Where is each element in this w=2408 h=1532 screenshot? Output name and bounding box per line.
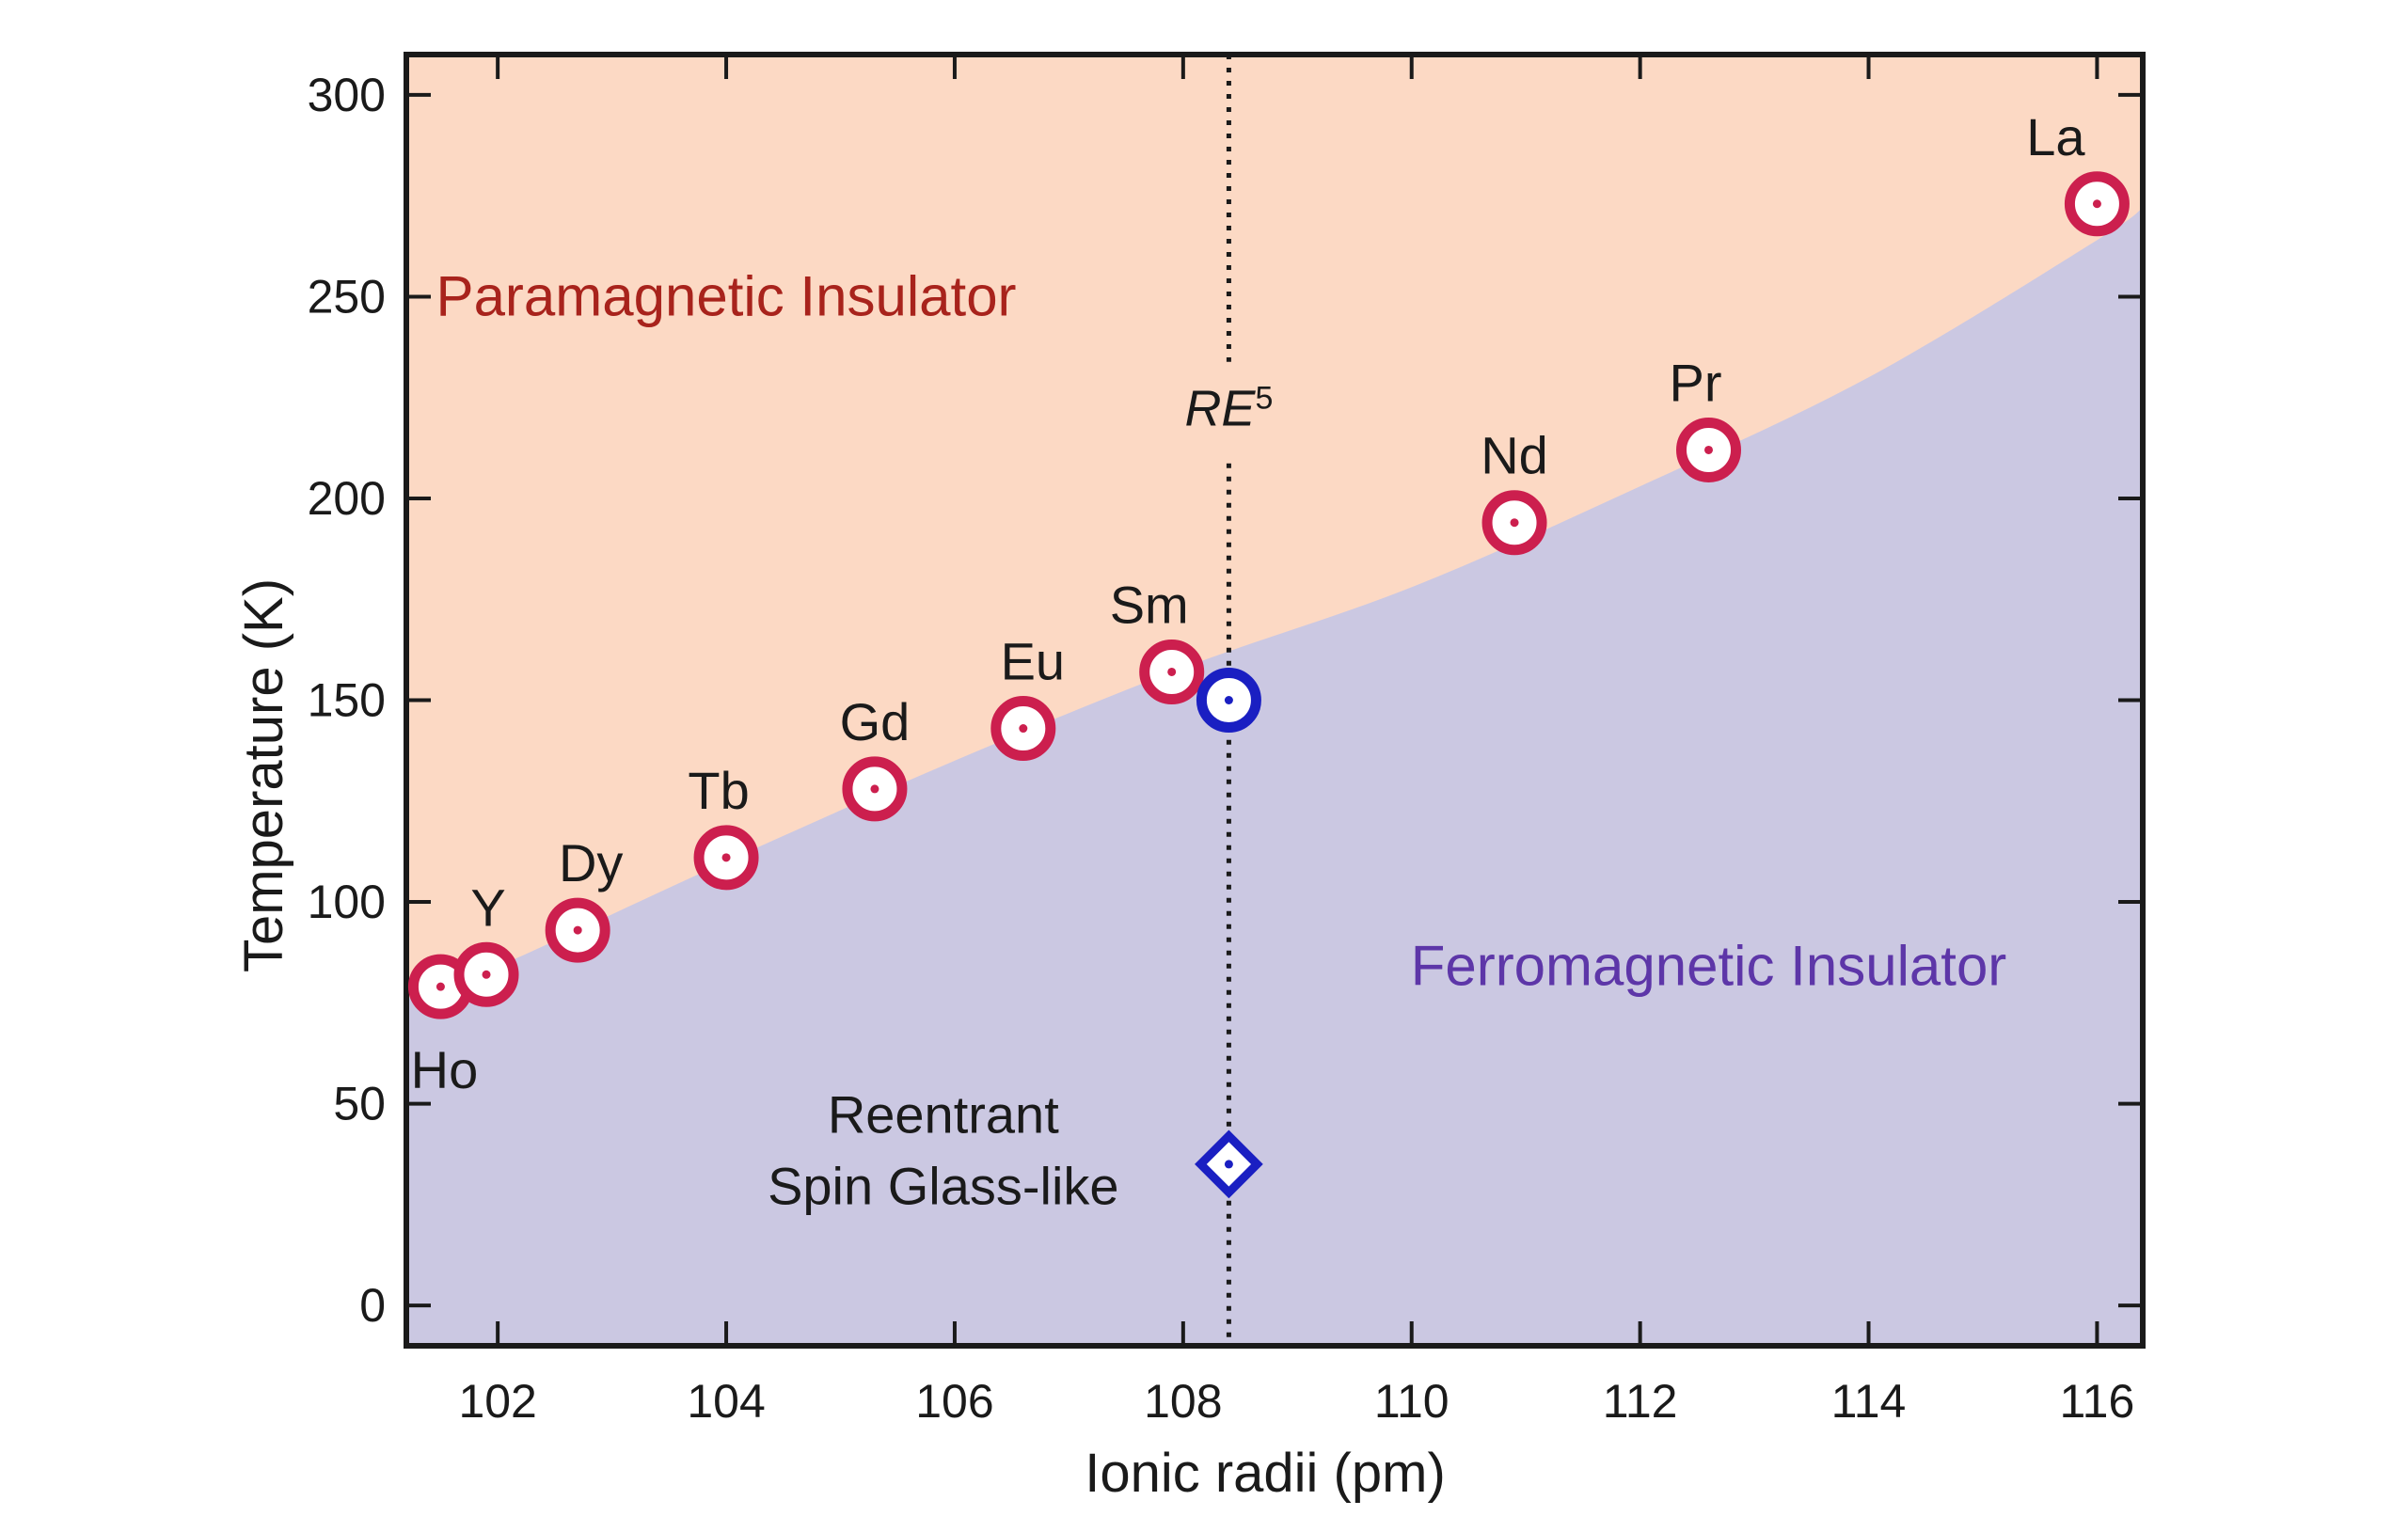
y-tick-label: 200: [308, 472, 386, 525]
x-tick-label: 112: [1603, 1375, 1678, 1428]
re5-transition-point-dot: [1224, 696, 1233, 704]
point-label-gd: Gd: [840, 692, 911, 751]
point-label-ho: Ho: [411, 1040, 479, 1099]
x-tick-label: 104: [687, 1375, 765, 1428]
re5-label: RE5: [1184, 381, 1273, 437]
x-tick-label: 116: [2060, 1375, 2135, 1428]
point-label-dy: Dy: [559, 833, 623, 892]
x-tick-label: 108: [1144, 1375, 1222, 1428]
point-label-eu: Eu: [1001, 632, 1066, 691]
point-tb-dot: [721, 853, 731, 862]
point-ho-dot: [436, 982, 445, 991]
re5-spin-glass-point-dot: [1224, 1160, 1233, 1169]
point-eu-dot: [1019, 724, 1028, 734]
spin-glass-annotation-line2: Spin Glass-like: [768, 1156, 1118, 1215]
point-label-sm: Sm: [1110, 575, 1189, 634]
point-dy-dot: [573, 925, 582, 935]
x-axis-label: Ionic radii (pm): [1085, 1443, 1446, 1504]
y-tick-label: 300: [308, 69, 386, 121]
point-pr-dot: [1704, 445, 1713, 454]
y-tick-label: 250: [308, 270, 386, 323]
x-tick-label: 102: [458, 1375, 536, 1428]
re5-label-main: RE: [1184, 381, 1256, 437]
point-label-pr: Pr: [1670, 353, 1722, 412]
paramagnetic-region-label: Paramagnetic Insulator: [436, 264, 1017, 327]
re5-label-superscript: 5: [1255, 381, 1273, 417]
x-tick-label: 106: [915, 1375, 993, 1428]
axes: 102 104 106 108 110 112 114 116 0 50 100 150 200 250 3…: [233, 52, 2146, 1504]
y-axis-label: Temperature (K): [233, 578, 294, 972]
x-tick-label: 110: [1374, 1375, 1450, 1428]
chart-text: Ho Y Dy Tb Gd Eu Sm Nd Pr La RE5 Paramagnetic Insul…: [411, 107, 2086, 1216]
y-tick-label: 150: [308, 674, 386, 727]
y-tick-label: 100: [308, 876, 386, 928]
data-markers: [407, 171, 2130, 1199]
y-tick-label: 0: [359, 1279, 386, 1332]
ferromagnetic-region: [406, 208, 2143, 1346]
point-label-nd: Nd: [1481, 426, 1548, 485]
ferromagnetic-region-label: Ferromagnetic Insulator: [1411, 935, 2007, 998]
spin-glass-annotation-line1: Reentrant: [828, 1084, 1059, 1144]
point-nd-dot: [1510, 518, 1519, 528]
point-label-tb: Tb: [688, 761, 749, 820]
x-tick-label: 114: [1831, 1375, 1907, 1428]
point-gd-dot: [870, 784, 879, 794]
point-sm-dot: [1167, 667, 1177, 676]
y-tick-label: 50: [333, 1078, 386, 1130]
point-label-y: Y: [470, 877, 505, 937]
point-la-dot: [2092, 199, 2101, 209]
point-y-dot: [482, 970, 491, 979]
plot-background: [406, 55, 2143, 1346]
point-label-la: La: [2026, 107, 2085, 166]
